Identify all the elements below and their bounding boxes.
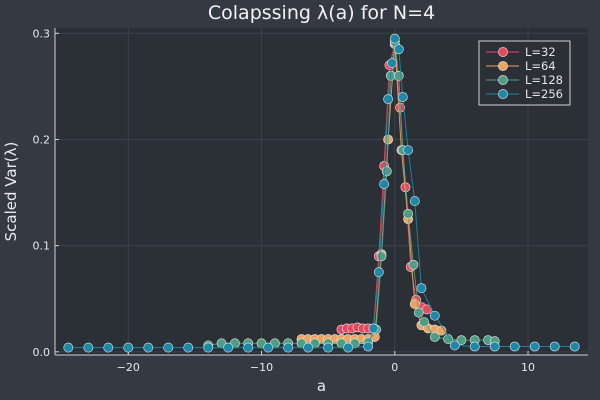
axes: −20 −10 0 10 0.0 0.1 0.2 0.3 (33, 27, 588, 374)
data-point (429, 332, 440, 342)
legend-entry-label: L=64 (525, 59, 556, 73)
series-group (63, 33, 580, 353)
data-point (509, 341, 520, 352)
data-point (381, 166, 392, 177)
legend-marker (498, 47, 508, 57)
data-point (449, 340, 460, 351)
data-point (103, 342, 114, 353)
legend-entry-label: L=128 (525, 73, 563, 87)
data-point (393, 70, 404, 81)
data-point (303, 342, 314, 353)
data-point (409, 196, 420, 206)
data-point (569, 341, 580, 352)
data-point (403, 208, 414, 219)
legend-entry-label: L=32 (525, 45, 556, 59)
data-point (408, 259, 419, 270)
x-tick-label: 10 (521, 361, 535, 374)
data-point (383, 94, 394, 105)
data-point (243, 342, 254, 353)
x-tick-label: 0 (391, 361, 398, 374)
data-point (413, 307, 424, 318)
data-point (387, 58, 398, 68)
data-point (343, 342, 354, 353)
data-point (376, 251, 387, 262)
data-point (549, 341, 560, 352)
data-point (368, 323, 379, 334)
y-tick-label: 0.1 (33, 240, 51, 253)
data-point (363, 341, 374, 352)
data-point (373, 267, 384, 278)
data-point (403, 145, 414, 155)
data-point (183, 342, 194, 353)
data-point (397, 92, 408, 102)
data-point (443, 334, 453, 344)
x-tick-label: −10 (250, 361, 273, 374)
x-tick-label: −20 (117, 361, 140, 374)
x-axis-title: a (317, 377, 326, 395)
grid (55, 28, 588, 355)
y-axis-title: Scaled Var(λ) (2, 142, 20, 242)
chart-title: Colapssing λ(a) for N=4 (208, 2, 435, 24)
legend-marker (498, 61, 508, 71)
data-point (416, 283, 427, 294)
data-point (419, 317, 430, 327)
data-point (63, 342, 74, 353)
data-point (393, 44, 404, 55)
data-point (143, 342, 154, 353)
data-point (283, 342, 294, 353)
data-point (83, 342, 94, 353)
data-point (456, 335, 467, 346)
legend-marker (498, 75, 508, 85)
y-tick-label: 0.2 (33, 133, 51, 146)
data-point (263, 342, 274, 353)
legend-entry-label: L=256 (525, 87, 563, 101)
data-point (489, 341, 500, 352)
data-point (529, 341, 540, 352)
data-point (379, 179, 390, 189)
data-point (389, 33, 400, 44)
data-point (429, 310, 440, 321)
legend-marker (498, 89, 508, 99)
y-tick-label: 0.0 (33, 346, 51, 359)
y-tick-label: 0.3 (33, 27, 51, 40)
data-point (469, 341, 480, 352)
series-3 (63, 33, 580, 353)
data-point (323, 342, 334, 353)
data-point (163, 342, 174, 353)
data-point (409, 299, 420, 309)
data-point (203, 342, 214, 353)
data-point (123, 342, 134, 353)
data-point (223, 342, 234, 353)
